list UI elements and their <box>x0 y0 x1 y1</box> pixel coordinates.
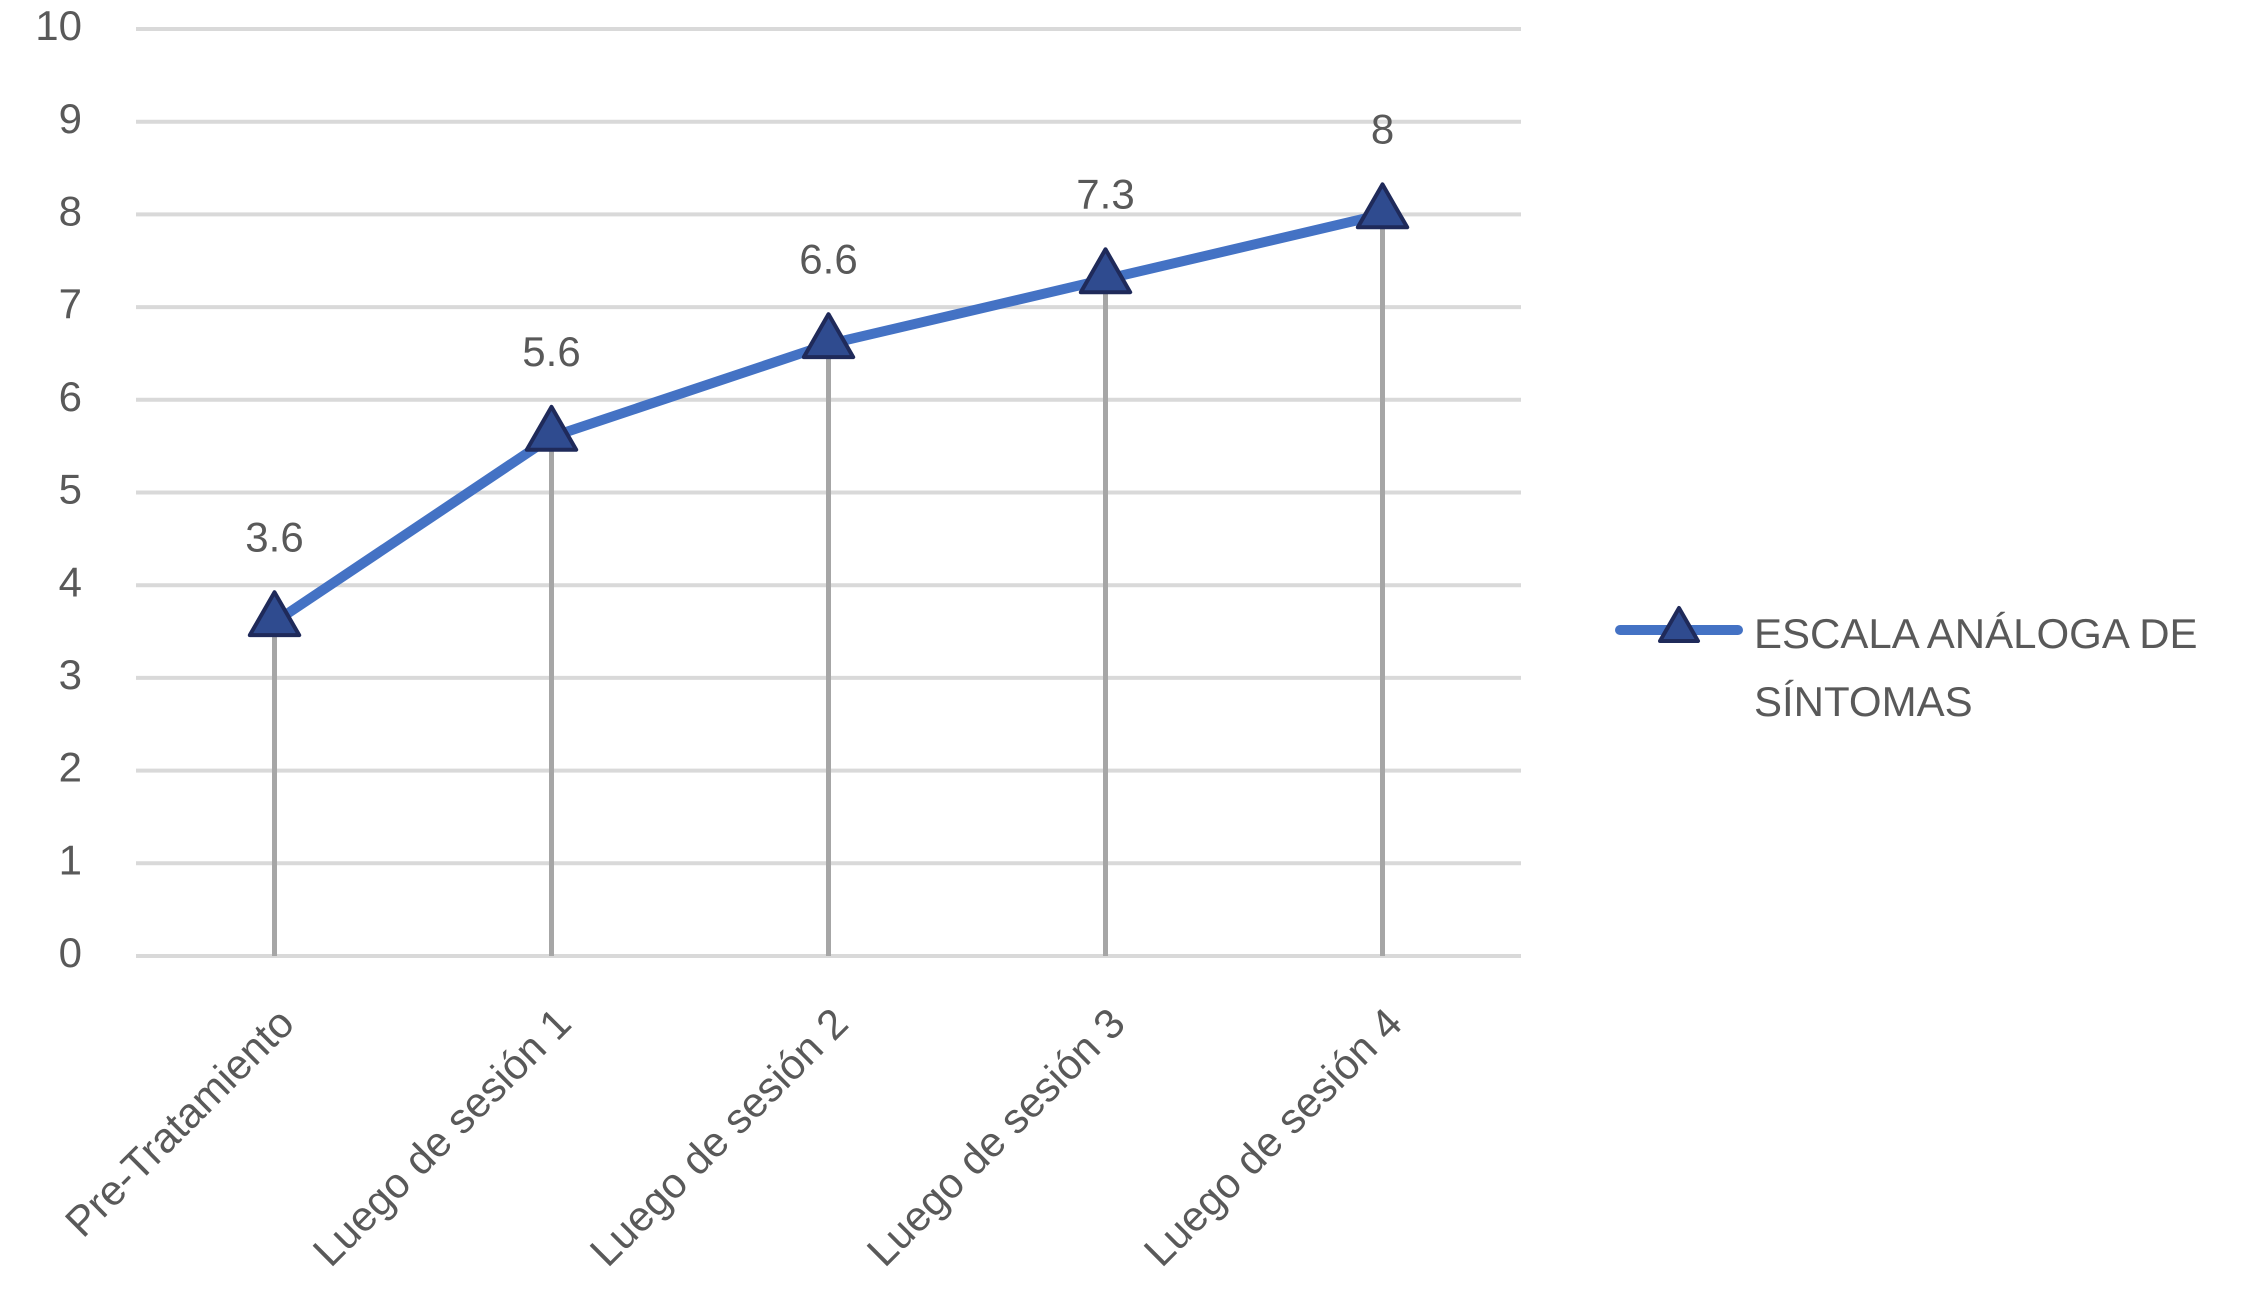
marker <box>801 312 856 360</box>
marker <box>247 590 302 638</box>
data-label: 8 <box>1371 105 1394 152</box>
y-tick-label: 5 <box>59 466 82 513</box>
y-tick-label: 9 <box>59 95 82 142</box>
y-tick-label: 4 <box>59 558 82 605</box>
legend-label: ESCALA ANÁLOGA DE SÍNTOMAS <box>1754 610 2198 725</box>
y-tick-label: 2 <box>59 744 82 791</box>
data-label: 3.6 <box>245 513 303 560</box>
data-label: 6.6 <box>799 235 857 282</box>
marker <box>1078 247 1133 295</box>
x-tick-label: Luego de sesión 4 <box>1135 999 1411 1275</box>
data-label: 5.6 <box>522 328 580 375</box>
y-tick-label: 6 <box>59 373 82 420</box>
marker <box>1355 182 1410 230</box>
x-tick-label: Luego de sesión 2 <box>581 999 857 1275</box>
y-tick-label: 8 <box>59 187 82 234</box>
x-tick-label: Luego de sesión 1 <box>304 999 580 1275</box>
y-tick-label: 0 <box>59 929 82 976</box>
marker <box>524 404 579 452</box>
x-tick-label: Luego de sesión 3 <box>858 999 1134 1275</box>
legend-marker <box>1658 606 1700 643</box>
y-tick-label: 1 <box>59 836 82 883</box>
x-tick-label: Pre-Tratamiento <box>56 999 303 1246</box>
y-tick-label: 7 <box>59 280 82 327</box>
y-tick-label: 10 <box>35 2 82 49</box>
data-label: 7.3 <box>1076 170 1134 217</box>
y-tick-label: 3 <box>59 651 82 698</box>
